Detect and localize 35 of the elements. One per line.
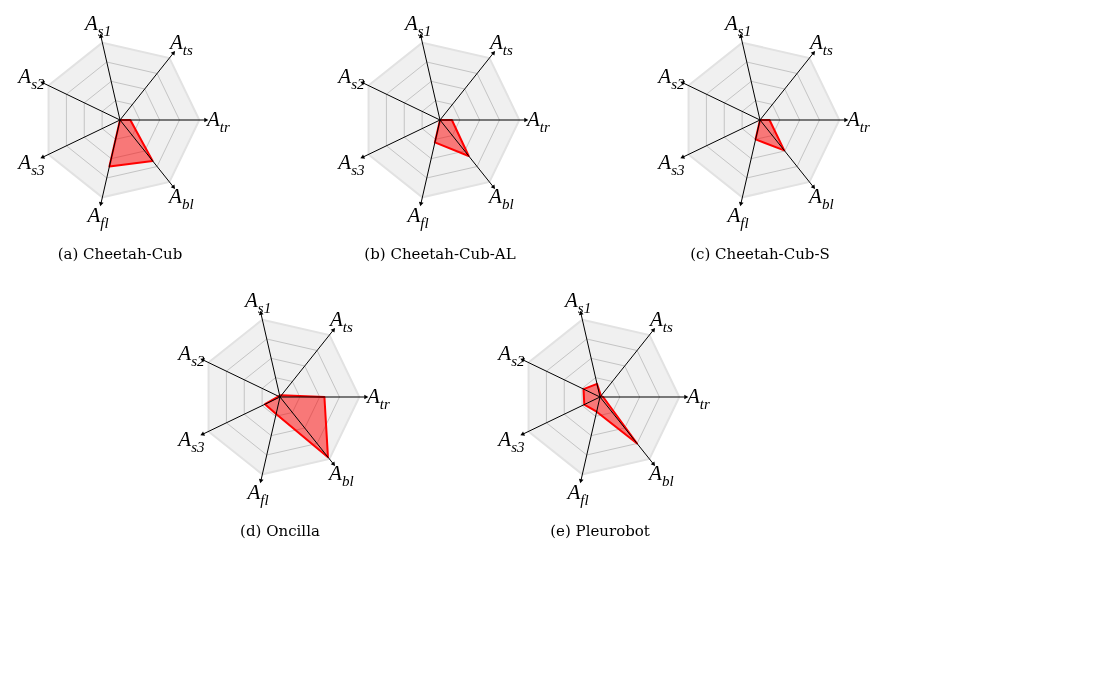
spoke-label: A$_{ts}$	[167, 30, 193, 59]
spoke-label: A$_{bl}$	[487, 183, 514, 212]
spoke-label: A$_{ts}$	[807, 30, 833, 59]
text: (c) Cheetah-Cub-S	[690, 245, 830, 263]
spoke-label: A$_{s3}$	[336, 149, 365, 178]
spoke-label: A$_{tr}$	[364, 384, 390, 412]
spoke-label: A$_{fl}$	[565, 479, 589, 508]
spoke-label: A$_{s1}$	[403, 11, 432, 40]
spoke-label: A$_{s3}$	[656, 149, 685, 178]
spoke-label: A$_{tr}$	[844, 107, 870, 135]
spoke-label: A$_{s3}$	[16, 149, 45, 178]
spoke-label: A$_{s1}$	[723, 11, 752, 40]
text: (e) Pleurobot	[550, 522, 650, 540]
spoke-label: A$_{s1}$	[83, 11, 112, 40]
spoke-label: A$_{fl}$	[405, 202, 429, 231]
spoke-label: A$_{fl}$	[245, 479, 269, 508]
spoke-label: A$_{s1}$	[563, 288, 592, 317]
spoke-label: A$_{tr}$	[204, 107, 230, 135]
spoke-label: A$_{bl}$	[327, 460, 354, 489]
spoke-label: A$_{s1}$	[243, 288, 272, 317]
spoke-label: A$_{bl}$	[647, 460, 674, 489]
spoke-label: A$_{s3}$	[176, 426, 205, 455]
text: (a) Cheetah-Cub	[57, 245, 183, 263]
spoke-label: A$_{bl}$	[167, 183, 194, 212]
spoke-label: A$_{tr}$	[524, 107, 550, 135]
spoke-label: A$_{s3}$	[496, 426, 525, 455]
spoke-label: A$_{ts}$	[487, 30, 513, 59]
text: (d) Oncilla	[240, 522, 320, 540]
spoke-label: A$_{fl}$	[85, 202, 109, 231]
spoke-label: A$_{bl}$	[807, 183, 834, 212]
spoke-label: A$_{fl}$	[725, 202, 749, 231]
spoke-label: A$_{ts}$	[327, 307, 353, 336]
text: (b) Cheetah-Cub-AL	[364, 245, 516, 263]
spoke-label: A$_{ts}$	[647, 307, 673, 336]
spoke-label: A$_{tr}$	[684, 384, 710, 412]
